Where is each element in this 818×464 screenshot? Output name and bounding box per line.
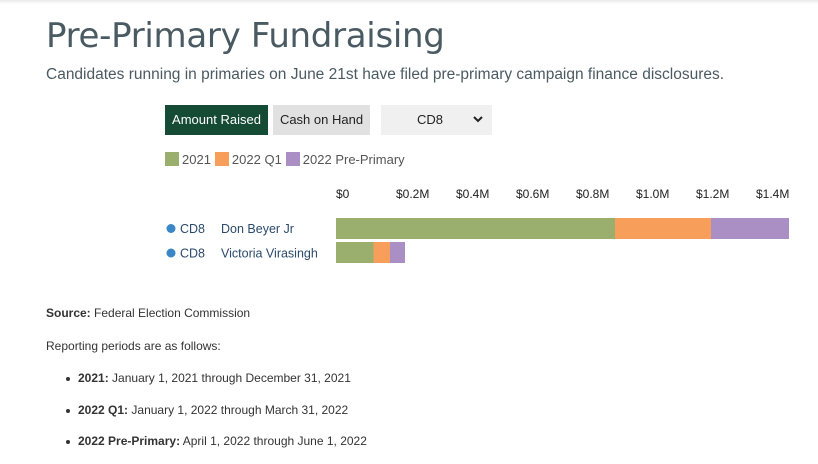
source-line: Source: Federal Election Commission	[46, 306, 250, 320]
period-text: January 1, 2021 through December 31, 202…	[112, 371, 351, 385]
legend-item-2022-q1: 2022 Q1	[214, 151, 282, 167]
chart-legend: 2021 2022 Q1 2022 Pre-Primary	[165, 150, 409, 168]
top-shadow	[0, 0, 818, 4]
chevron-down-icon	[473, 116, 483, 123]
source-label: Source:	[46, 306, 91, 320]
page-title: Pre-Primary Fundraising	[46, 16, 445, 56]
legend-label: 2022 Q1	[231, 151, 282, 167]
x-tick-label: $1.0M	[636, 187, 669, 201]
legend-swatch	[165, 152, 179, 166]
x-tick-label: $0.8M	[576, 187, 609, 201]
fundraising-bar-chart: $0 $0.2M $0.4M $0.6M $0.8M $1.0M $1.2M $1.4M CD8…	[166, 187, 789, 263]
district-dot-icon	[166, 224, 176, 233]
x-tick-label: $0	[336, 187, 350, 201]
source-text: Federal Election Commission	[94, 306, 251, 320]
legend-item-2022-pre-primary: 2022 Pre-Primary	[285, 151, 405, 167]
period-item: 2022 Q1: January 1, 2022 through March 3…	[78, 403, 348, 417]
bar-segment	[373, 242, 390, 263]
cash-on-hand-button[interactable]: Cash on Hand	[273, 105, 370, 135]
legend-swatch	[285, 152, 300, 166]
amount-raised-button[interactable]: Amount Raised	[165, 105, 268, 135]
x-tick-label: $0.6M	[516, 187, 549, 201]
district-select-value: CD8	[417, 112, 444, 127]
period-item: 2022 Pre-Primary: April 1, 2022 through …	[78, 434, 367, 448]
district-select[interactable]: CD8	[381, 105, 492, 135]
row-candidate-label: Victoria Virasingh	[221, 247, 318, 261]
bar-segment	[336, 242, 374, 263]
district-dot-icon	[166, 248, 176, 258]
period-item: 2021: January 1, 2021 through December 3…	[78, 371, 351, 385]
bullet-icon	[66, 377, 70, 381]
x-tick-label: $0.2M	[396, 187, 429, 201]
period-label: 2022 Pre-Primary:	[78, 434, 181, 448]
bullet-icon	[66, 409, 70, 413]
x-tick-label: $1.2M	[696, 187, 729, 201]
row-district-label: CD8	[180, 222, 205, 236]
legend-label: 2021	[182, 151, 211, 167]
legend-label: 2022 Pre-Primary	[302, 151, 405, 167]
page-subtitle: Candidates running in primaries on June …	[46, 66, 725, 83]
bullet-icon	[66, 440, 70, 444]
period-label: 2022 Q1:	[78, 403, 129, 417]
period-text: January 1, 2022 through March 31, 2022	[131, 403, 349, 417]
bar-segment	[615, 218, 711, 239]
row-candidate-label: Don Beyer Jr	[221, 222, 294, 236]
periods-intro: Reporting periods are as follows:	[46, 339, 221, 353]
period-label: 2021:	[78, 371, 109, 385]
x-tick-label: $1.4M	[756, 187, 789, 201]
x-tick-label: $0.4M	[456, 187, 489, 201]
period-text: April 1, 2022 through June 1, 2022	[182, 434, 367, 448]
legend-swatch	[214, 152, 229, 166]
row-district-label: CD8	[180, 247, 205, 261]
bar-segment	[390, 242, 405, 263]
bar-segment	[711, 218, 789, 239]
legend-item-2021: 2021	[165, 152, 211, 167]
bar-segment	[336, 218, 615, 239]
